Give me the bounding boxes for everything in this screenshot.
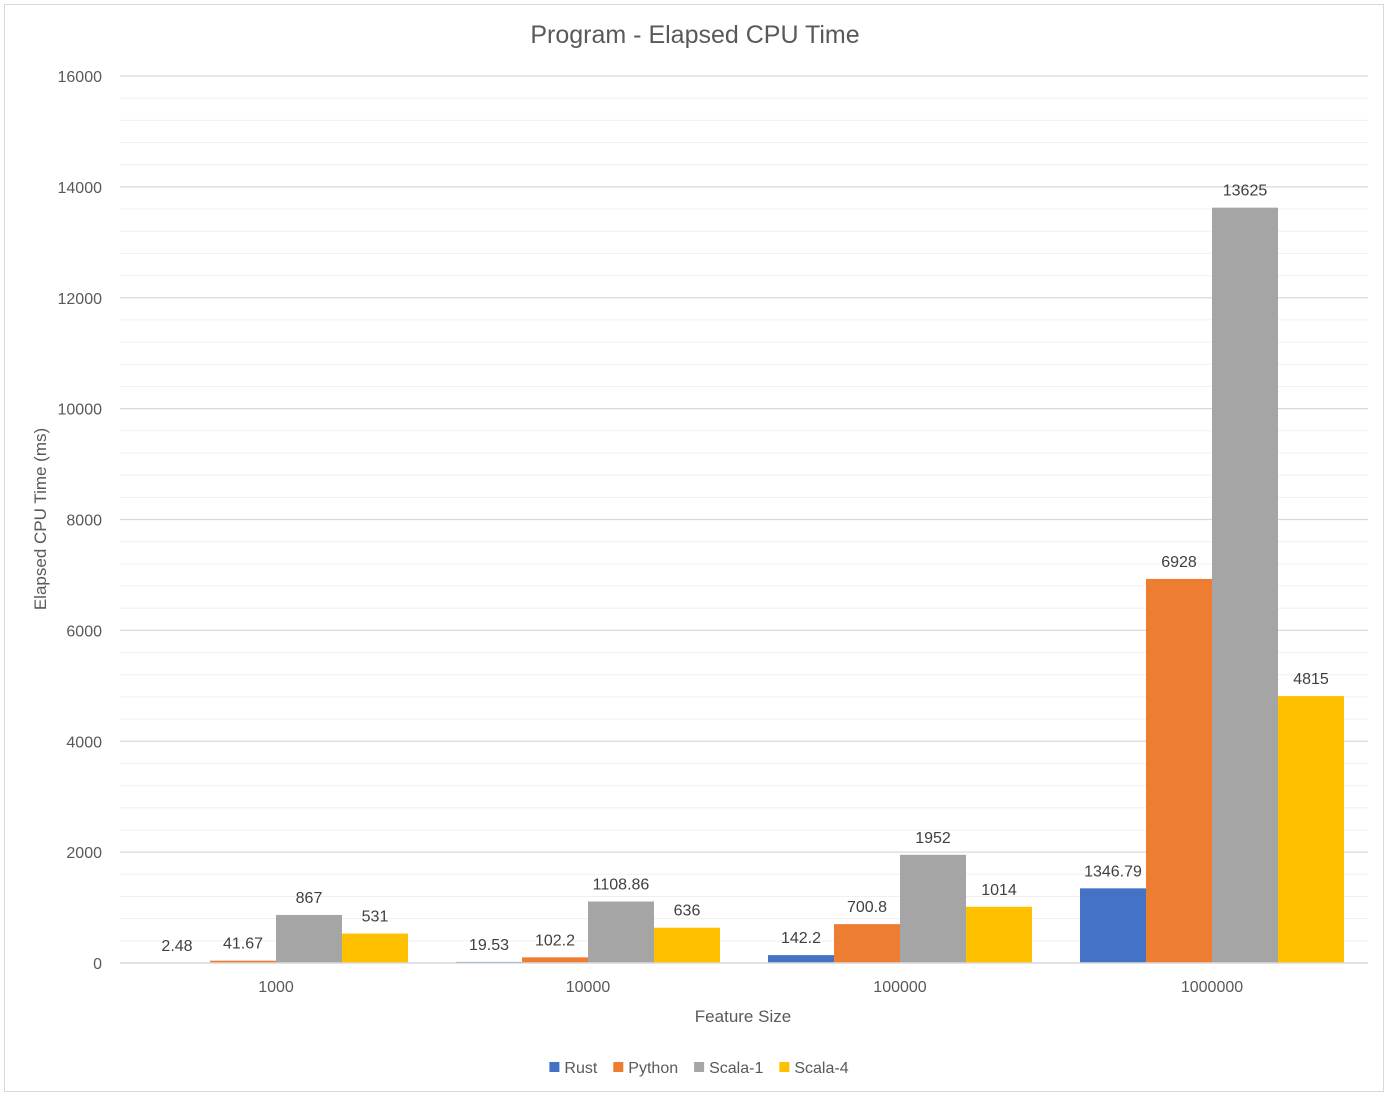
legend-swatch-scala-4 xyxy=(779,1062,790,1072)
bar-python-100000 xyxy=(834,924,900,963)
bar-scala-4-10000 xyxy=(654,927,720,963)
y-tick-label: 8000 xyxy=(66,513,102,530)
legend-label: Scala-4 xyxy=(794,1060,848,1077)
y-tick-label: 6000 xyxy=(66,623,102,640)
y-tick-label: 0 xyxy=(93,956,102,973)
data-label: 19.53 xyxy=(469,937,509,954)
chart-title: Program - Elapsed CPU Time xyxy=(530,21,859,49)
legend-swatch-python xyxy=(613,1062,624,1072)
data-label: 102.2 xyxy=(535,932,575,949)
data-label: 636 xyxy=(674,903,701,920)
data-label: 700.8 xyxy=(847,899,887,916)
data-label: 1346.79 xyxy=(1084,863,1142,880)
bar-scala-1-1000000 xyxy=(1212,207,1278,963)
data-label: 6928 xyxy=(1161,554,1197,571)
bar-scala-1-1000 xyxy=(276,914,342,963)
data-labels: 2.48 41.67 867 531 19.53 102.2 1108.86 636 142.2… xyxy=(161,183,1328,955)
bars xyxy=(144,207,1344,963)
y-axis-label: Elapsed CPU Time (ms) xyxy=(31,428,50,610)
y-tick-label: 16000 xyxy=(58,69,103,86)
y-tick-label: 10000 xyxy=(58,402,103,419)
data-label: 867 xyxy=(296,890,323,907)
legend-label: Rust xyxy=(564,1060,597,1077)
x-axis-ticks: 1000 10000 100000 1000000 xyxy=(258,979,1243,996)
data-label: 531 xyxy=(362,909,389,926)
data-label: 4815 xyxy=(1293,671,1329,688)
bar-scala-1-100000 xyxy=(900,854,966,963)
legend-label: Python xyxy=(628,1060,678,1077)
legend-label: Scala-1 xyxy=(709,1060,763,1077)
bar-scala-1-10000 xyxy=(588,901,654,963)
x-tick-label: 10000 xyxy=(566,979,611,996)
x-axis-label: Feature Size xyxy=(695,1007,791,1026)
data-label: 1108.86 xyxy=(593,877,650,894)
legend: Rust Python Scala-1 Scala-4 xyxy=(549,1060,849,1077)
y-tick-label: 4000 xyxy=(66,734,102,751)
data-label: 142.2 xyxy=(781,930,821,947)
bar-rust-1000000 xyxy=(1080,888,1146,963)
y-axis-ticks: 0 2000 4000 6000 8000 10000 12000 14000 16000 xyxy=(58,69,103,973)
bar-rust-100000 xyxy=(768,955,834,963)
x-tick-label: 100000 xyxy=(873,979,926,996)
bar-python-10000 xyxy=(522,957,588,963)
bar-scala-4-1000000 xyxy=(1278,696,1344,963)
bar-scala-4-1000 xyxy=(342,933,408,963)
y-tick-label: 2000 xyxy=(66,845,102,862)
x-tick-label: 1000000 xyxy=(1181,979,1243,996)
data-label: 1952 xyxy=(915,830,951,847)
legend-swatch-rust xyxy=(549,1062,560,1072)
x-tick-label: 1000 xyxy=(258,979,294,996)
legend-swatch-scala-1 xyxy=(694,1062,705,1072)
data-label: 41.67 xyxy=(223,936,263,953)
y-tick-label: 12000 xyxy=(58,291,103,308)
y-tick-label: 14000 xyxy=(58,180,103,197)
data-label: 2.48 xyxy=(161,938,192,955)
data-label: 13625 xyxy=(1223,183,1268,200)
data-label: 1014 xyxy=(981,882,1017,899)
bar-scala-4-100000 xyxy=(966,906,1032,963)
bar-python-1000 xyxy=(210,960,276,963)
bar-python-1000000 xyxy=(1146,578,1212,963)
